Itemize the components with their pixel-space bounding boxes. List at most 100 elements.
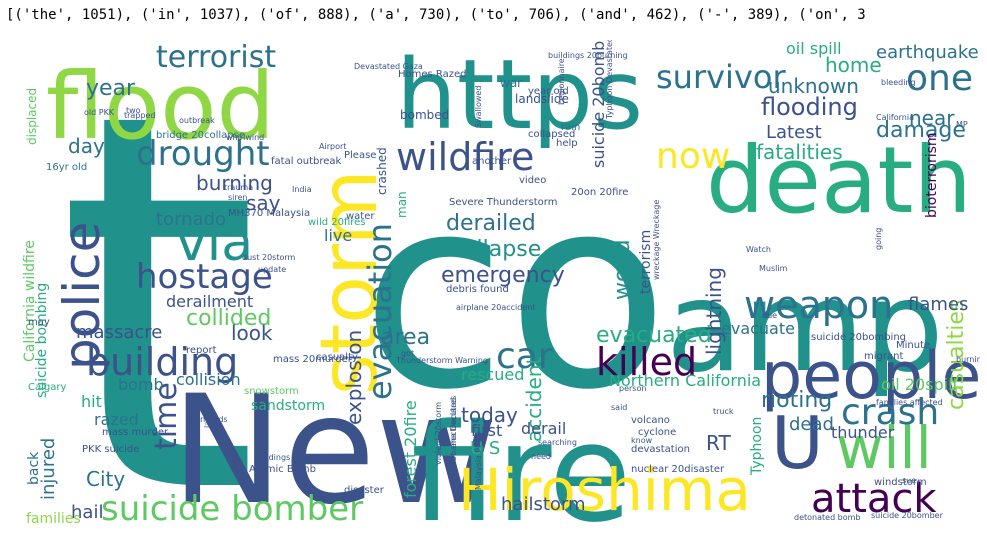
word-cloud-word: hailstorm	[501, 494, 586, 515]
word-cloud-image: t co New fire flood https amp death storm people H…	[16, 40, 980, 536]
word-cloud-word: sandstorm	[251, 398, 325, 414]
word-cloud-word: airplane 20accident	[456, 303, 535, 312]
word-cloud-word: suicide 20bomber	[871, 511, 944, 520]
word-cloud-word: flooding	[761, 93, 858, 121]
word-cloud-word: Atomic Bomb	[249, 464, 316, 475]
word-cloud-word: drought	[136, 134, 270, 174]
word-cloud-word: hail	[71, 502, 103, 523]
word-cloud-word: casualties	[944, 300, 969, 410]
word-cloud-word: derail	[521, 419, 566, 438]
word-cloud-word: Latest	[766, 122, 822, 143]
word-cloud-word: dead	[789, 414, 834, 435]
word-cloud-word: bioterrorism	[924, 132, 940, 218]
word-cloud-word: via	[176, 213, 253, 273]
word-cloud-word: mass 20murder	[273, 354, 353, 365]
word-cloud-word: City	[86, 467, 125, 491]
word-cloud-word: water	[346, 211, 375, 222]
word-cloud-word: another	[472, 156, 512, 167]
word-cloud-word: weapon	[744, 283, 893, 327]
word-cloud-word: devastation	[631, 444, 690, 455]
word-cloud-word: suicide bombing	[34, 283, 50, 398]
word-cloud-word: Calgary	[28, 382, 66, 393]
word-cloud-word: landslide	[515, 92, 569, 106]
word-cloud-word: now	[656, 136, 730, 177]
word-cloud-word: razed	[94, 410, 139, 429]
word-cloud-word: rain	[561, 122, 580, 133]
word-cloud-word: unknown	[768, 74, 859, 98]
word-cloud-word: oil 20spill	[881, 375, 957, 394]
word-cloud-word: collided	[186, 306, 271, 331]
word-cloud-word: 20on 20fire	[571, 187, 628, 198]
word-cloud-word: may	[28, 317, 50, 328]
word-cloud-word: know	[631, 436, 653, 445]
word-cloud-word: fatal outbreak	[271, 156, 342, 167]
word-cloud-word: lightning	[702, 267, 726, 355]
word-cloud-word: detonated bomb	[794, 513, 861, 522]
word-cloud-word: RT	[706, 431, 731, 455]
word-cloud-word: windstorm	[874, 477, 927, 488]
word-cloud-word: PKK suicide	[82, 444, 139, 455]
word-cloud-word: injured	[38, 438, 59, 500]
word-cloud-word: fire	[411, 395, 632, 536]
word-cloud-word: year	[86, 76, 136, 101]
word-cloud-word: help	[556, 138, 578, 149]
word-cloud-word: rescued	[461, 365, 524, 384]
word-cloud-word: evacuated	[596, 323, 712, 348]
word-cloud-word: today	[461, 403, 518, 427]
word-cloud-word: trauma	[224, 183, 253, 192]
word-cloud-word: families affected	[876, 398, 943, 407]
word-cloud-word: hit	[81, 392, 102, 411]
word-cloud-word: hostage	[136, 257, 273, 297]
word-cloud-word: bombed	[400, 108, 449, 122]
word-cloud-word: families	[26, 511, 81, 527]
word-cloud-word: Typhoon Devastated	[605, 40, 614, 120]
word-cloud-word: will	[836, 414, 932, 482]
word-cloud-word: outbreak	[179, 116, 215, 125]
word-cloud-word: sue	[902, 476, 916, 485]
word-cloud-word: Obama Declares	[449, 396, 458, 462]
word-cloud-word: derailed	[446, 211, 536, 236]
word-cloud-word: collapsed	[528, 129, 575, 140]
word-cloud-word: rioting	[761, 388, 832, 413]
word-cloud-word: suicide 20bomb	[589, 41, 608, 168]
word-cloud-word: two	[126, 106, 141, 115]
word-cloud-word: displaced	[25, 88, 39, 145]
word-cloud-word: migrant	[864, 351, 903, 362]
word-cloud-word: wreckage Wreckage	[652, 200, 661, 280]
word-cloud-word: update	[258, 265, 286, 274]
word-cloud-word: whirlwind	[226, 133, 264, 142]
word-cloud-word: terrorist	[156, 40, 276, 75]
word-cloud-word: car	[496, 336, 553, 377]
word-cloud-word: see	[249, 483, 263, 492]
word-cloud-word: evacuation	[361, 223, 399, 400]
word-cloud-word: suicide bomber	[101, 489, 363, 529]
word-cloud-word: burning	[196, 171, 273, 195]
word-cloud-word: time	[149, 382, 184, 450]
word-cloud-word: t	[56, 40, 260, 536]
word-cloud-word: burning buildings	[956, 355, 980, 364]
word-cloud-word: electrocuted	[449, 398, 458, 448]
word-cloud-word: day	[68, 134, 105, 158]
word-cloud-word: tornado	[156, 209, 226, 230]
word-cloud-word: truck	[713, 407, 734, 416]
word-cloud-word: man	[395, 191, 409, 218]
word-cloud-word: fatalities	[756, 140, 843, 164]
word-cloud-word: area	[381, 325, 430, 350]
word-cloud-word: collision	[176, 370, 241, 389]
word-cloud-word: siren	[228, 193, 248, 202]
word-cloud-word: storm	[305, 169, 395, 395]
word-cloud-word: amp	[666, 255, 944, 400]
word-cloud-word: Minute	[896, 340, 930, 351]
word-cloud-word: back	[26, 451, 42, 485]
word-cloud-word: first	[471, 421, 502, 440]
word-cloud-word: collapse	[451, 237, 541, 262]
word-cloud-word: hundreds	[190, 415, 228, 424]
word-cloud-word: person	[619, 384, 646, 393]
word-cloud-word: people	[761, 339, 980, 414]
word-cloud-word: buildings 20on	[254, 453, 313, 462]
word-cloud-word: dust 20storm	[242, 253, 296, 262]
word-cloud-word: oil spill	[786, 40, 842, 58]
word-cloud-word: land	[203, 411, 212, 428]
word-cloud-word: Devastated Gaza	[354, 62, 423, 71]
